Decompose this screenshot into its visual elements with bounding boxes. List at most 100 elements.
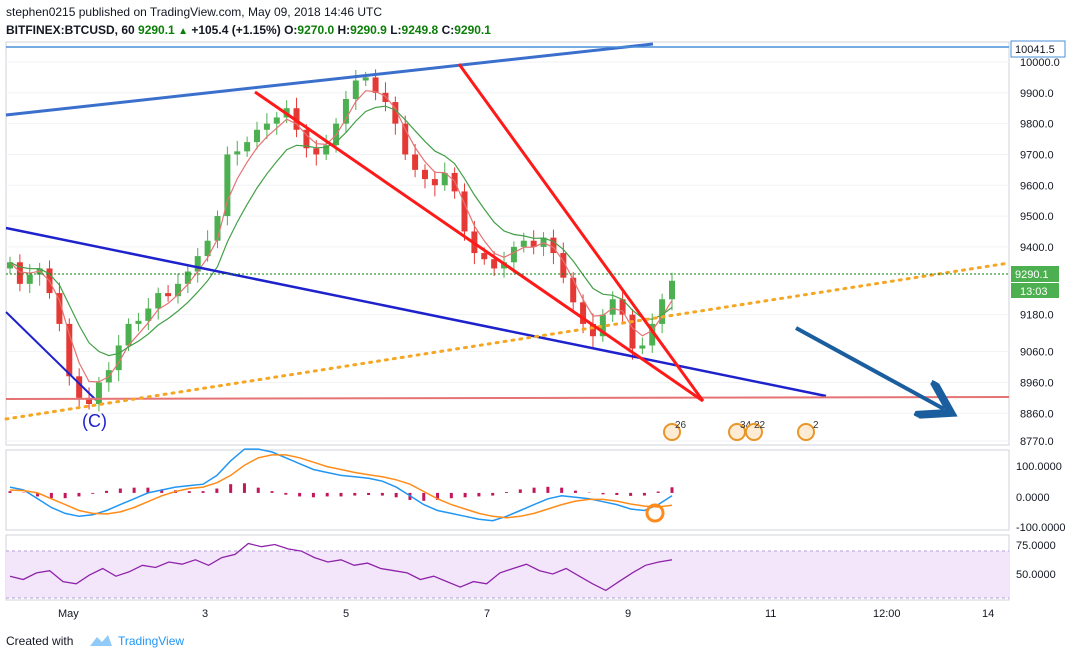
price-tick: 8770.0 — [1020, 436, 1054, 448]
high-value: 9290.9 — [350, 23, 387, 37]
wave-c-label: (C) — [82, 411, 107, 431]
candle-body — [342, 98, 349, 124]
time-tick: May — [58, 608, 79, 620]
last-price-tag — [1011, 266, 1059, 282]
ohlc-legend: BITFINEX:BTCUSD, 60 9290.1 ▲ +105.4 (+1.… — [6, 23, 491, 37]
price-tick: 9180.0 — [1020, 310, 1054, 322]
candle-body — [510, 246, 517, 263]
open-value: 9270.0 — [297, 23, 335, 37]
time-tick: 11 — [765, 608, 776, 620]
time-tick: 5 — [343, 608, 349, 620]
candle-body — [244, 142, 251, 152]
event-badge[interactable]: 22 — [745, 420, 766, 441]
candle-body — [323, 145, 330, 155]
candle-body — [550, 237, 557, 254]
time-tick: 14 — [982, 608, 994, 620]
event-badge[interactable]: 2 — [797, 420, 819, 441]
macd-line — [9, 448, 673, 522]
candle-body — [402, 123, 409, 155]
candle-body — [431, 179, 438, 186]
countdown-tag — [1011, 283, 1059, 298]
candle-body — [165, 293, 172, 297]
candle-body — [362, 77, 369, 81]
wedge-upper-line[interactable] — [457, 63, 705, 402]
macd-indicator — [8, 448, 674, 522]
candle-body — [313, 148, 320, 155]
price-tick: 9400.0 — [1020, 242, 1054, 254]
close-label: C: — [441, 23, 455, 37]
price-pane[interactable] — [5, 41, 1010, 446]
rsi-tick: 75.0000 — [1016, 540, 1056, 552]
level-tag — [1010, 40, 1066, 58]
candle-body — [520, 240, 527, 247]
price-tick: 9800.0 — [1020, 119, 1054, 131]
svg-text:26: 26 — [675, 420, 687, 431]
wedge-lower-line[interactable] — [254, 90, 704, 403]
candle-body — [580, 302, 587, 324]
candle-body — [491, 259, 498, 269]
time-tick: 7 — [484, 608, 490, 620]
publish-info: stephen0215 published on TradingView.com… — [6, 5, 383, 19]
svg-text:22: 22 — [754, 420, 766, 431]
countdown-text: 13:03 — [1020, 286, 1048, 298]
candle-body — [115, 345, 122, 371]
level-tag-text: 10041.5 — [1015, 44, 1055, 56]
event-badge[interactable]: 26 — [663, 420, 687, 441]
created-with-text: Created with — [6, 634, 74, 648]
wave-c-trendline[interactable] — [5, 311, 97, 401]
time-tick: 3 — [202, 608, 208, 620]
time-tick: 9 — [625, 608, 631, 620]
close-value: 9290.1 — [454, 23, 491, 37]
candle-body — [382, 92, 389, 103]
open-label: O: — [284, 23, 298, 37]
candle-body — [7, 262, 13, 269]
footer: Created with TradingView — [0, 626, 1081, 659]
candle-body — [95, 382, 102, 405]
upper-trendline[interactable] — [5, 42, 654, 117]
price-tick: 8960.0 — [1020, 377, 1054, 389]
support-line[interactable] — [5, 396, 1010, 400]
candle-body — [224, 154, 231, 217]
svg-text:2: 2 — [813, 420, 819, 431]
last-price: 9290.1 — [138, 23, 175, 37]
projection-arrow[interactable] — [795, 326, 944, 409]
candle-body — [589, 323, 596, 337]
chart-header: stephen0215 published on TradingView.com… — [0, 0, 1081, 40]
orange-dotted-trendline[interactable] — [4, 261, 1011, 421]
candle-body — [26, 274, 33, 284]
rsi-tick: 50.0000 — [1016, 569, 1056, 581]
candle-body — [461, 191, 468, 232]
event-badge[interactable]: 34 — [728, 420, 752, 441]
candle-body — [66, 323, 73, 377]
candle-body — [669, 280, 675, 300]
price-tick: 8860.0 — [1020, 408, 1054, 420]
low-label: L: — [390, 23, 402, 37]
price-tick: 10000.0 — [1020, 57, 1060, 69]
candle-body — [86, 397, 93, 405]
candle-body — [16, 262, 23, 284]
candle-body — [155, 293, 162, 309]
time-tick: 12:00 — [873, 608, 901, 620]
candle-body — [599, 314, 606, 337]
candle-body — [659, 299, 666, 324]
candle-body — [263, 123, 270, 130]
low-value: 9249.8 — [401, 23, 439, 37]
ema-slow-line — [9, 105, 673, 357]
tradingview-link[interactable]: TradingView — [118, 634, 185, 648]
candle-body — [372, 77, 379, 93]
price-tick: 9900.0 — [1020, 88, 1054, 100]
tradingview-logo-icon[interactable] — [88, 632, 114, 650]
candle-body — [204, 240, 211, 257]
last-price-tag-text: 9290.1 — [1015, 269, 1049, 281]
ema-fast-line — [9, 90, 673, 383]
lower-trendline[interactable] — [5, 226, 827, 398]
candle-body — [254, 129, 261, 143]
candle-body — [174, 283, 181, 297]
macd-tick: 0.0000 — [1016, 492, 1050, 504]
candle-body — [560, 253, 567, 278]
candle-body — [184, 271, 191, 284]
macd-tick: 100.0000 — [1016, 461, 1062, 473]
candle-body — [234, 151, 241, 155]
candle-body — [481, 253, 488, 260]
